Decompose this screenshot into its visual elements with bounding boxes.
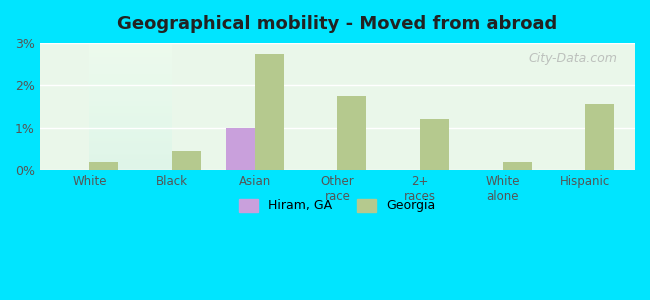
Bar bbox=[586, 104, 614, 170]
Text: City-Data.com: City-Data.com bbox=[528, 52, 617, 65]
Bar bbox=[172, 151, 201, 170]
Legend: Hiram, GA, Georgia: Hiram, GA, Georgia bbox=[235, 194, 440, 218]
Bar bbox=[502, 162, 532, 170]
Title: Geographical mobility - Moved from abroad: Geographical mobility - Moved from abroa… bbox=[117, 15, 558, 33]
Bar bbox=[420, 119, 449, 170]
Bar bbox=[337, 96, 367, 170]
Bar bbox=[226, 128, 255, 170]
Bar bbox=[90, 162, 118, 170]
Bar bbox=[255, 53, 283, 170]
